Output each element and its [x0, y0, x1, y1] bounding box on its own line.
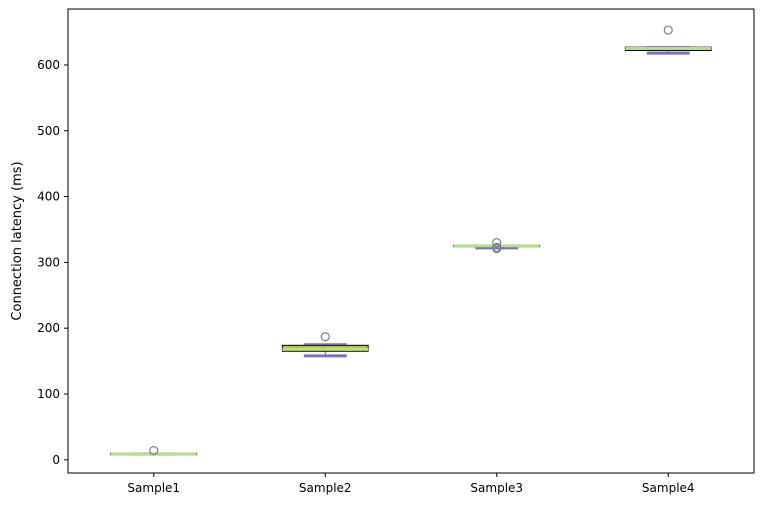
outlier-point — [663, 25, 673, 35]
y-tick-label: 500 — [37, 124, 60, 138]
x-tick-label: Sample2 — [299, 481, 352, 495]
box-sample1 — [110, 446, 198, 456]
outlier-point — [492, 238, 502, 248]
boxes-layer — [110, 25, 712, 456]
y-tick-label: 400 — [37, 190, 60, 204]
x-tick-label: Sample3 — [470, 481, 523, 495]
y-axis: 0 100 200 300 400 500 600 — [37, 58, 68, 467]
outlier-point — [492, 242, 502, 252]
y-axis-label: Connection latency (ms) — [10, 161, 25, 320]
y-tick-label: 0 — [52, 453, 60, 467]
x-tick-label: Sample1 — [127, 481, 180, 495]
y-tick-label: 300 — [37, 255, 60, 269]
y-tick-label: 600 — [37, 58, 60, 72]
box-sample2 — [281, 332, 369, 358]
box-sample4 — [624, 25, 712, 55]
x-axis: Sample1 Sample2 Sample3 Sample4 — [127, 473, 695, 495]
outlier-point — [149, 446, 159, 456]
y-tick-label: 100 — [37, 387, 60, 401]
box-sample3 — [453, 238, 541, 254]
y-tick-label: 200 — [37, 321, 60, 335]
outlier-point — [320, 332, 330, 342]
x-tick-label: Sample4 — [642, 481, 695, 495]
plot-frame — [67, 8, 755, 474]
